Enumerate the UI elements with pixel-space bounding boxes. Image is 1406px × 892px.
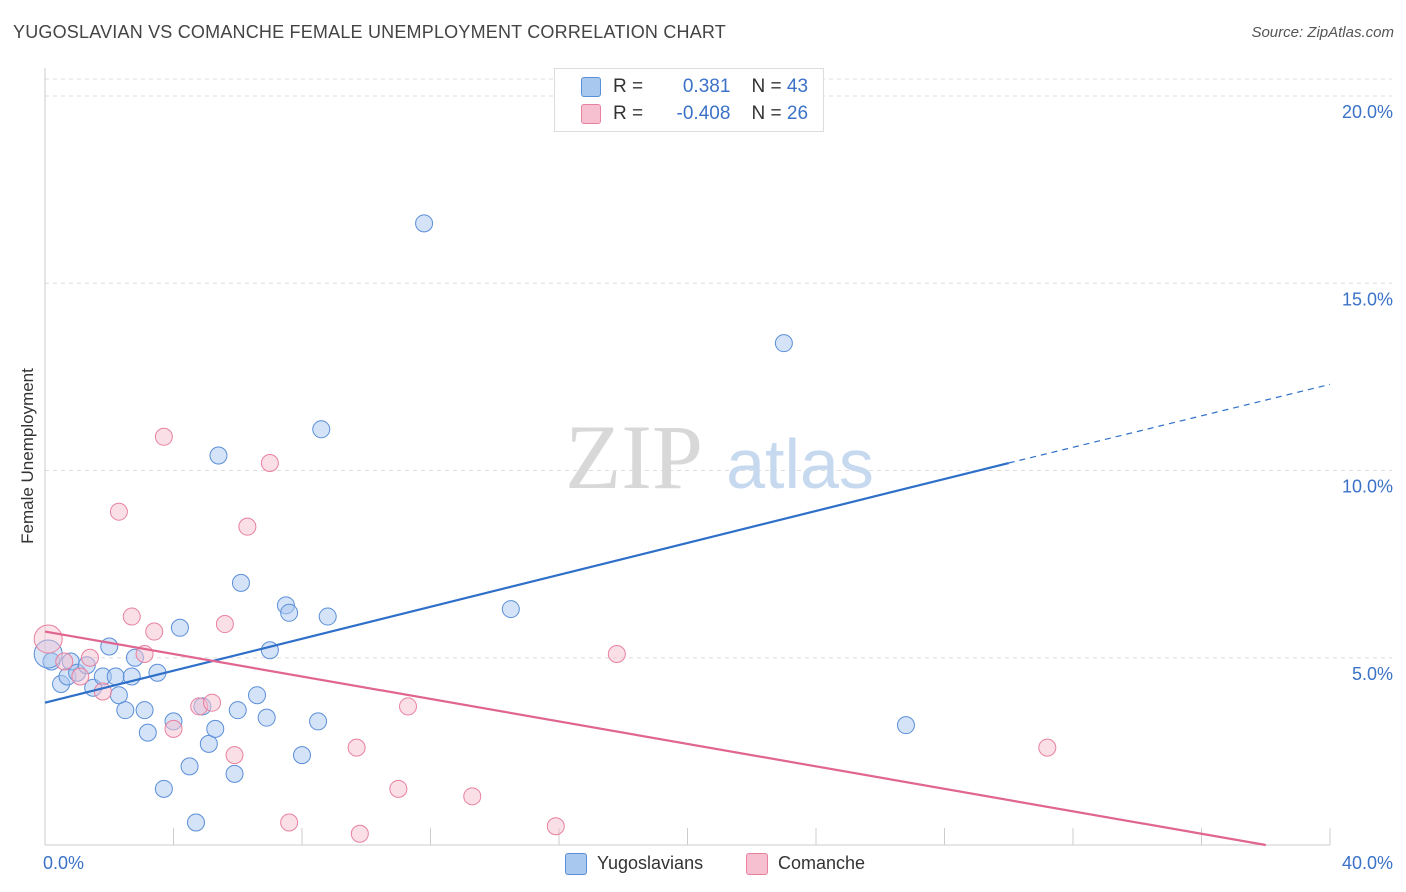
tick-labels-layer: 5.0% 10.0% 15.0% 20.0% 0.0% 40.0% [43,102,1393,873]
legend-swatch-comanche [581,104,601,124]
point-comanche [399,697,418,716]
trendline-yugoslavians-extension [1008,383,1331,464]
point-comanche [80,648,99,667]
legend-swatch-comanche [746,853,768,875]
legend-swatch-yugoslavians [581,77,601,97]
point-comanche [260,454,279,473]
point-comanche [238,517,257,536]
point-comanche [389,779,408,798]
point-yugoslavians [257,708,276,727]
point-comanche [225,746,244,765]
legend-n-label: N = [751,103,782,124]
point-yugoslavians [106,667,125,686]
point-yugoslavians [896,716,915,735]
point-comanche [122,607,141,626]
point-comanche [154,427,173,446]
point-comanche [33,624,63,654]
legend-r-label: R = [613,76,644,97]
point-comanche [350,824,369,843]
point-comanche [71,667,90,686]
point-comanche [215,615,234,634]
point-yugoslavians [293,746,311,765]
legend-r-value: -0.408 [676,103,731,124]
point-comanche [55,652,74,671]
watermark-atlas: atlas [726,425,874,503]
y-tick-label: 15.0% [1342,289,1393,309]
chart-title: YUGOSLAVIAN VS COMANCHE FEMALE UNEMPLOYM… [13,22,726,42]
x-tick-label-max: 40.0% [1342,853,1393,873]
point-yugoslavians [180,757,199,776]
legend-label-comanche: Comanche [778,853,866,873]
point-comanche [280,813,299,832]
legend-n-value: 43 [786,76,809,97]
point-comanche [109,502,128,521]
x-tick-label-min: 0.0% [43,853,84,873]
point-comanche [546,817,565,836]
point-yugoslavians [774,334,793,353]
point-yugoslavians [170,618,189,637]
watermark: ZIP atlas [565,406,874,508]
point-yugoslavians [231,573,250,592]
point-yugoslavians [109,686,128,705]
point-yugoslavians [100,637,119,656]
point-yugoslavians [280,603,299,622]
legend-label-yugoslavians: Yugoslavians [597,853,704,873]
point-yugoslavians [225,764,244,783]
point-yugoslavians [186,813,205,832]
point-comanche [164,719,183,738]
y-tick-label: 5.0% [1352,664,1393,684]
point-yugoslavians [318,607,337,626]
correlation-legend: R = 0.381 N = 43 R = -0.408 N = 26 [554,68,824,132]
point-yugoslavians [309,712,328,731]
point-yugoslavians [228,701,247,720]
point-comanche [93,682,112,701]
point-yugoslavians [135,701,154,720]
y-tick-label: 10.0% [1342,477,1393,497]
point-yugoslavians [312,420,331,439]
watermark-zip: ZIP [565,406,703,508]
grid-layer [45,78,1392,659]
point-yugoslavians [154,779,173,798]
trend-layer [44,383,1331,847]
axis-layer [44,68,1331,846]
point-yugoslavians [209,446,228,465]
point-comanche [145,622,164,641]
legend-r-label: R = [613,103,644,124]
point-yugoslavians [248,686,267,705]
point-comanche [347,738,366,757]
points-layer [33,214,1057,843]
point-comanche [203,693,222,712]
point-comanche [607,645,626,664]
point-yugoslavians [138,723,157,742]
legend-n-value: 26 [786,103,809,124]
point-comanche [463,787,482,806]
y-tick-label: 20.0% [1342,102,1393,122]
legend-r-value: 0.381 [682,76,731,97]
chart-source: Source: ZipAtlas.com [1251,24,1394,41]
legend-n-label: N = [751,76,782,97]
point-yugoslavians [501,600,520,619]
legend-swatch-yugoslavians [565,853,587,875]
point-comanche [1038,738,1057,757]
point-yugoslavians [206,719,225,738]
trendline-comanche [44,630,1266,847]
point-yugoslavians [116,701,135,720]
point-yugoslavians [415,214,434,233]
trendline-yugoslavians [44,461,1010,704]
point-yugoslavians [199,734,218,753]
